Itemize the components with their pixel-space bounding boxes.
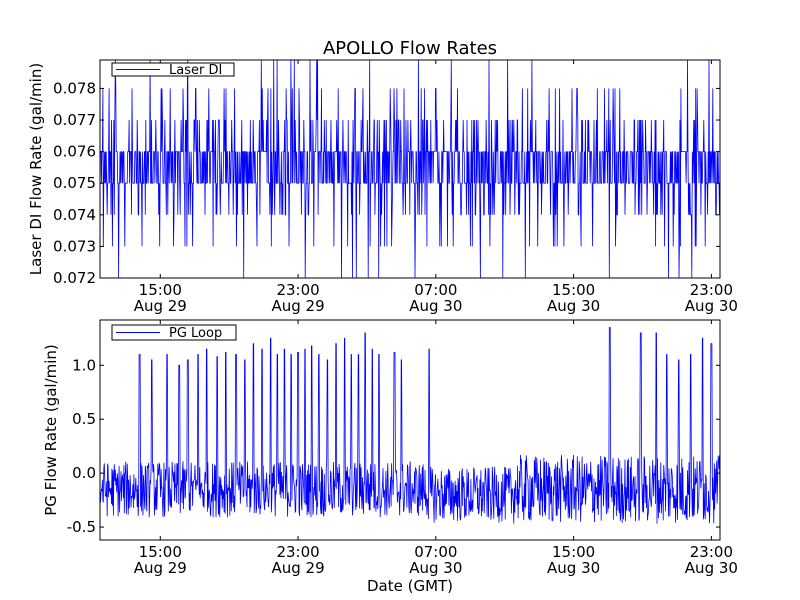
y-tick-label: 0.072 xyxy=(53,269,96,287)
pg-loop-legend: PG Loop xyxy=(111,324,237,341)
x-tick-label-time: 15:00 xyxy=(552,281,595,299)
x-tick-label-date: Aug 30 xyxy=(409,559,462,577)
pg-loop-legend-box xyxy=(111,324,237,341)
x-tick-label-time: 23:00 xyxy=(276,281,319,299)
series-line xyxy=(100,59,721,279)
x-tick-label-time: 07:00 xyxy=(414,543,457,561)
x-tick-label-date: Aug 29 xyxy=(134,559,187,577)
y-tick-label: 0.078 xyxy=(53,79,96,97)
x-axis-label: Date (GMT) xyxy=(367,577,453,595)
x-tick-label-time: 23:00 xyxy=(690,281,733,299)
laser-di-y-axis-label: Laser DI Flow Rate (gal/min) xyxy=(27,63,45,275)
x-tick-label-time: 15:00 xyxy=(552,543,595,561)
x-tick-label-date: Aug 30 xyxy=(547,297,600,315)
y-tick-label: 0.073 xyxy=(53,237,96,255)
pg-loop-legend-label: PG Loop xyxy=(169,326,222,341)
y-tick-label: 0.0 xyxy=(72,464,96,482)
x-tick-label-time: 07:00 xyxy=(414,281,457,299)
laser-di-legend: Laser DI xyxy=(111,62,235,78)
chart-title: APOLLO Flow Rates xyxy=(323,38,497,59)
x-tick-label-date: Aug 29 xyxy=(134,297,187,315)
x-tick-label-date: Aug 30 xyxy=(547,559,600,577)
x-tick-label-time: 15:00 xyxy=(139,543,182,561)
pg-loop-series xyxy=(99,327,721,524)
laser-di-axes-frame xyxy=(99,59,721,279)
pg-loop-axes-frame xyxy=(99,319,721,541)
laser-di-y-axis: 0.072 0.073 0.074 0.075 0.076 0.077 0.078 xyxy=(53,79,720,287)
series-line xyxy=(99,327,721,524)
laser-di-legend-box xyxy=(111,62,235,77)
x-tick-label-time: 23:00 xyxy=(690,543,733,561)
pg-loop-y-axis-label: PG Flow Rate (gal/min) xyxy=(42,344,60,516)
x-tick-label-date: Aug 30 xyxy=(685,559,738,577)
y-tick-label: -0.5 xyxy=(67,518,96,536)
x-tick-label-date: Aug 29 xyxy=(271,559,324,577)
x-tick-label-time: 15:00 xyxy=(139,281,182,299)
x-tick-label-time: 23:00 xyxy=(276,543,319,561)
x-tick-label-date: Aug 30 xyxy=(409,297,462,315)
x-tick-label-date: Aug 29 xyxy=(271,297,324,315)
y-tick-label: 0.5 xyxy=(72,410,96,428)
y-tick-label: 0.077 xyxy=(53,111,96,129)
y-tick-label: 0.075 xyxy=(53,174,96,192)
laser-di-panel: APOLLO Flow Rates 0.0720.0730.0740.0750.… xyxy=(27,38,738,315)
pg-loop-y-axis: -0.5 0.0 0.5 1.0 xyxy=(67,356,720,536)
laser-di-series xyxy=(100,59,721,279)
laser-di-legend-label: Laser DI xyxy=(169,63,222,78)
y-tick-label: 0.076 xyxy=(53,143,96,161)
y-tick-label: 0.074 xyxy=(53,206,96,224)
x-tick-label-date: Aug 30 xyxy=(685,297,738,315)
y-tick-label: 1.0 xyxy=(72,356,96,374)
